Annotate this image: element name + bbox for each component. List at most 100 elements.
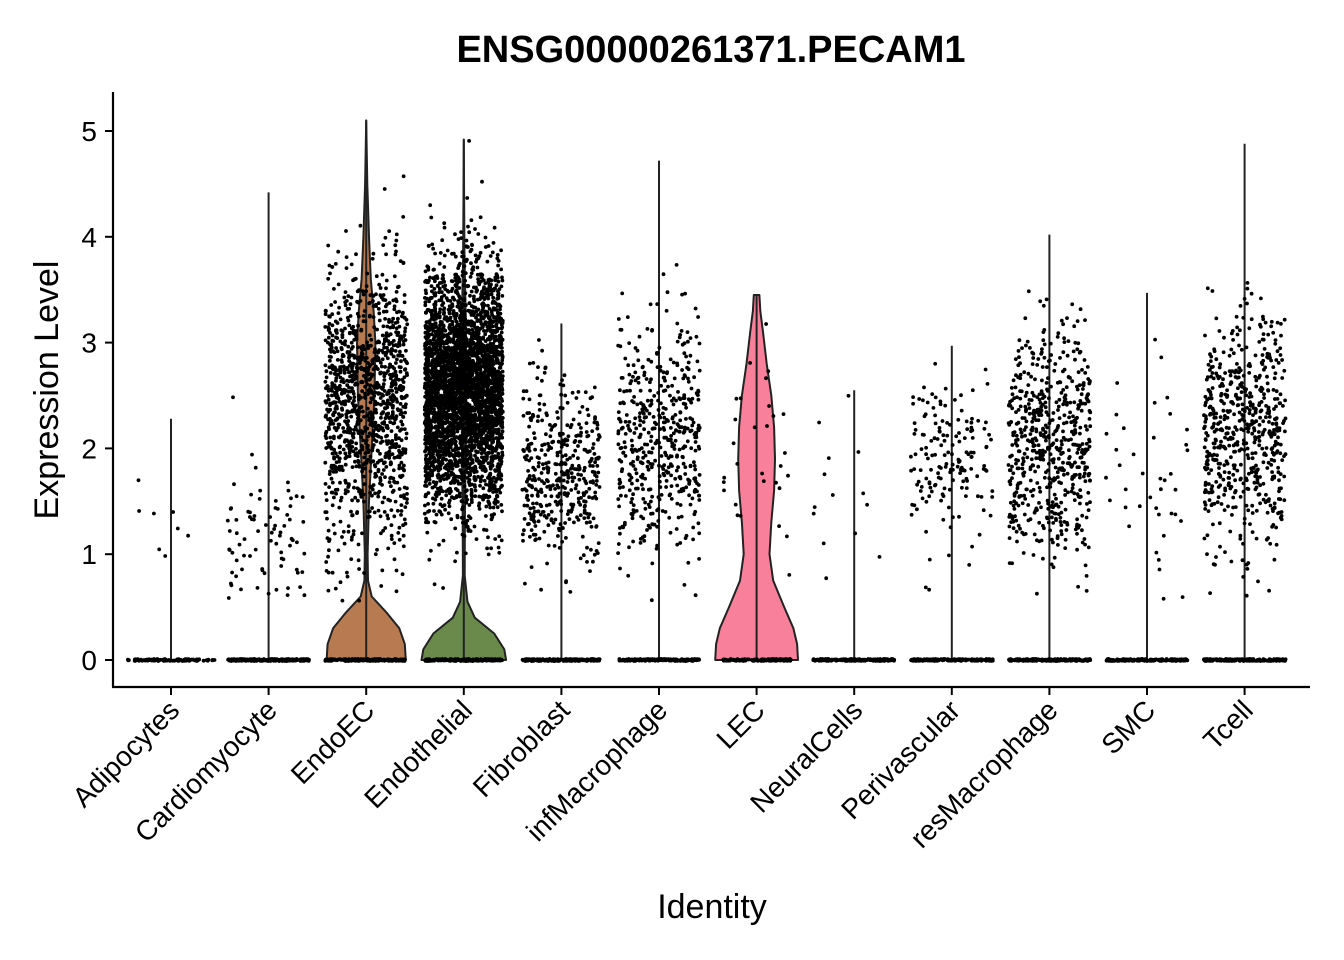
data-point-zero bbox=[476, 658, 481, 663]
data-point bbox=[332, 495, 336, 500]
data-point bbox=[385, 345, 389, 350]
data-point bbox=[336, 422, 341, 427]
data-point bbox=[340, 406, 344, 411]
data-point bbox=[269, 530, 274, 535]
data-point bbox=[441, 284, 446, 289]
data-point bbox=[324, 436, 329, 440]
data-point bbox=[353, 479, 357, 483]
data-point bbox=[448, 487, 452, 492]
data-point bbox=[462, 427, 466, 432]
data-point bbox=[439, 372, 443, 377]
data-point bbox=[340, 598, 345, 603]
data-point bbox=[485, 377, 489, 382]
data-point-zero bbox=[466, 657, 471, 661]
data-point bbox=[473, 485, 477, 489]
data-point bbox=[328, 330, 332, 335]
data-point bbox=[394, 390, 399, 394]
data-point bbox=[480, 179, 484, 184]
data-point bbox=[471, 386, 476, 391]
data-point bbox=[461, 324, 466, 329]
data-point bbox=[495, 253, 500, 257]
data-point bbox=[395, 425, 400, 430]
data-point bbox=[425, 264, 430, 269]
data-point bbox=[324, 510, 329, 514]
data-point bbox=[398, 428, 402, 433]
data-point bbox=[381, 298, 386, 302]
data-point bbox=[447, 504, 452, 509]
data-point bbox=[356, 393, 361, 398]
data-point bbox=[373, 464, 378, 469]
data-point bbox=[333, 488, 338, 492]
data-point bbox=[376, 494, 381, 499]
data-point bbox=[460, 316, 465, 321]
data-point bbox=[232, 482, 236, 487]
data-point bbox=[330, 381, 335, 386]
data-point bbox=[385, 324, 390, 329]
data-point bbox=[347, 454, 352, 459]
data-point bbox=[394, 290, 399, 294]
data-point bbox=[381, 293, 386, 297]
data-point bbox=[464, 244, 469, 249]
data-point bbox=[349, 295, 354, 300]
data-point bbox=[391, 393, 395, 398]
data-point bbox=[470, 500, 474, 504]
data-point bbox=[496, 259, 501, 263]
data-point bbox=[332, 436, 336, 441]
data-point bbox=[394, 232, 399, 237]
data-point bbox=[382, 378, 387, 382]
data-point bbox=[359, 444, 364, 448]
data-point bbox=[356, 397, 361, 402]
data-point bbox=[401, 174, 406, 179]
data-point bbox=[444, 493, 449, 498]
data-point bbox=[323, 379, 328, 384]
data-point bbox=[388, 372, 392, 377]
data-point bbox=[383, 454, 388, 459]
data-point bbox=[403, 326, 408, 331]
data-point bbox=[445, 319, 450, 323]
data-point bbox=[300, 495, 305, 499]
data-point-zero bbox=[389, 658, 394, 663]
data-point bbox=[497, 534, 502, 539]
data-point bbox=[326, 335, 331, 340]
data-point bbox=[497, 550, 502, 555]
data-point bbox=[336, 249, 341, 254]
data-point bbox=[468, 275, 473, 279]
data-point bbox=[387, 401, 392, 406]
data-point bbox=[430, 472, 434, 476]
data-point bbox=[326, 588, 331, 593]
data-point bbox=[431, 480, 436, 484]
data-point bbox=[448, 315, 453, 320]
data-point bbox=[376, 356, 381, 360]
data-point bbox=[359, 495, 364, 499]
data-point bbox=[157, 547, 162, 552]
data-point-zero bbox=[352, 657, 357, 661]
data-point bbox=[353, 355, 357, 359]
data-point bbox=[355, 362, 359, 367]
data-point bbox=[483, 245, 488, 249]
data-point bbox=[438, 320, 443, 324]
data-point bbox=[367, 377, 372, 382]
data-point bbox=[352, 338, 357, 342]
data-point bbox=[427, 481, 432, 486]
data-point bbox=[454, 283, 459, 287]
data-point bbox=[423, 300, 428, 305]
data-point bbox=[329, 440, 333, 445]
data-point bbox=[343, 303, 348, 308]
data-point bbox=[423, 343, 427, 348]
data-point bbox=[393, 397, 397, 401]
data-point bbox=[361, 462, 366, 467]
data-point-zero bbox=[170, 658, 175, 663]
data-point-zero bbox=[423, 659, 428, 663]
data-point-zero bbox=[299, 658, 304, 663]
data-point bbox=[273, 523, 277, 528]
data-point bbox=[337, 464, 342, 469]
data-point bbox=[475, 404, 480, 409]
data-point bbox=[347, 323, 352, 328]
data-point bbox=[282, 524, 287, 528]
data-point bbox=[354, 451, 359, 456]
data-point bbox=[464, 494, 469, 499]
data-point bbox=[329, 490, 334, 495]
data-point bbox=[481, 486, 486, 491]
data-point bbox=[228, 507, 233, 511]
data-point bbox=[397, 444, 401, 449]
